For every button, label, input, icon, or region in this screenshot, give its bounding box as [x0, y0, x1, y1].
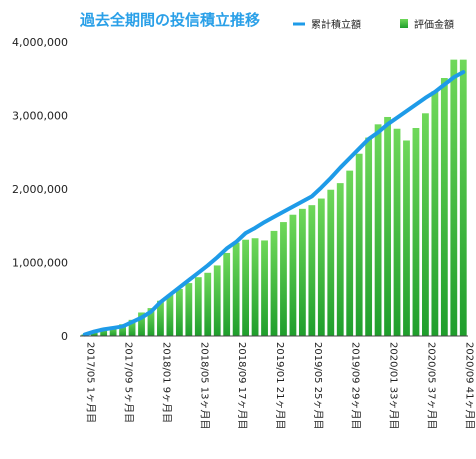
bar: [185, 283, 193, 336]
bar: [109, 326, 117, 336]
bar: [166, 294, 174, 336]
x-axis: 2017/05 1ヶ月目 2017/09 5ヶ月目 2018/01 9ヶ月目 2018…: [80, 335, 475, 429]
x-tick-label: 2019/05 25ヶ月目: [312, 342, 324, 429]
bar: [431, 91, 439, 337]
bar: [355, 153, 363, 336]
x-tick-label: 2019/09 29ヶ月目: [350, 342, 362, 429]
bar: [147, 308, 155, 336]
legend-label-line: 累計積立額: [311, 18, 361, 31]
x-tick-label: 2018/05 13ヶ月目: [198, 342, 210, 429]
y-tick-label: 0: [61, 330, 68, 343]
chart-title: 過去全期間の投信積立推移: [79, 11, 260, 29]
legend-bar-swatch: [400, 19, 408, 28]
y-tick-label: 2,000,000: [12, 183, 68, 196]
y-tick-label: 3,000,000: [12, 110, 68, 123]
bar: [336, 183, 344, 336]
bar: [374, 124, 382, 336]
bar: [327, 189, 335, 336]
x-tick-label: 2017/05 1ヶ月目: [85, 342, 97, 423]
bar: [280, 222, 287, 336]
legend: 累計積立額 評価金額: [293, 18, 454, 31]
bar: [346, 170, 354, 336]
x-tick-label: 2018/09 17ヶ月目: [236, 342, 248, 429]
bar: [459, 59, 467, 336]
bar: [422, 113, 429, 336]
bar: [298, 208, 306, 336]
bar: [261, 240, 268, 336]
x-tick-label: 2018/01 9ヶ月目: [160, 342, 172, 423]
line-series: [82, 70, 466, 337]
x-tick-label: 2020/01 33ヶ月目: [388, 342, 400, 429]
bar: [242, 239, 250, 336]
bar: [412, 127, 420, 337]
bar: [450, 59, 458, 336]
bar: [440, 78, 448, 336]
y-tick-label: 1,000,000: [12, 257, 68, 270]
x-tick-label: 2019/01 21ヶ月目: [274, 342, 286, 429]
y-axis: 0 1,000,000 2,000,000 3,000,000 4,000,000: [12, 36, 68, 343]
bar: [232, 242, 240, 336]
bar: [157, 300, 164, 336]
bar: [289, 214, 297, 336]
y-tick-label: 4,000,000: [12, 36, 68, 49]
bar-series: [81, 59, 467, 337]
bar: [393, 128, 401, 336]
x-tick-label: 2020/09 41ヶ月目: [463, 342, 475, 429]
bar: [384, 116, 391, 336]
bar: [175, 288, 183, 336]
bar: [223, 252, 231, 336]
bar: [251, 238, 259, 336]
bar: [365, 137, 373, 336]
bar: [100, 327, 108, 336]
bar: [213, 265, 221, 336]
x-tick-label: 2017/09 5ヶ月目: [123, 342, 135, 423]
bar: [308, 205, 316, 336]
bar: [403, 140, 410, 336]
bar: [204, 272, 212, 336]
cumulative-line: [82, 70, 466, 337]
x-tick-label: 2020/05 37ヶ月目: [425, 342, 437, 429]
bar: [270, 230, 278, 336]
bar: [138, 312, 145, 336]
bar: [194, 277, 202, 336]
bar: [317, 198, 325, 336]
bar: [128, 319, 136, 336]
bar: [119, 324, 126, 336]
legend-label-bar: 評価金額: [414, 18, 454, 31]
